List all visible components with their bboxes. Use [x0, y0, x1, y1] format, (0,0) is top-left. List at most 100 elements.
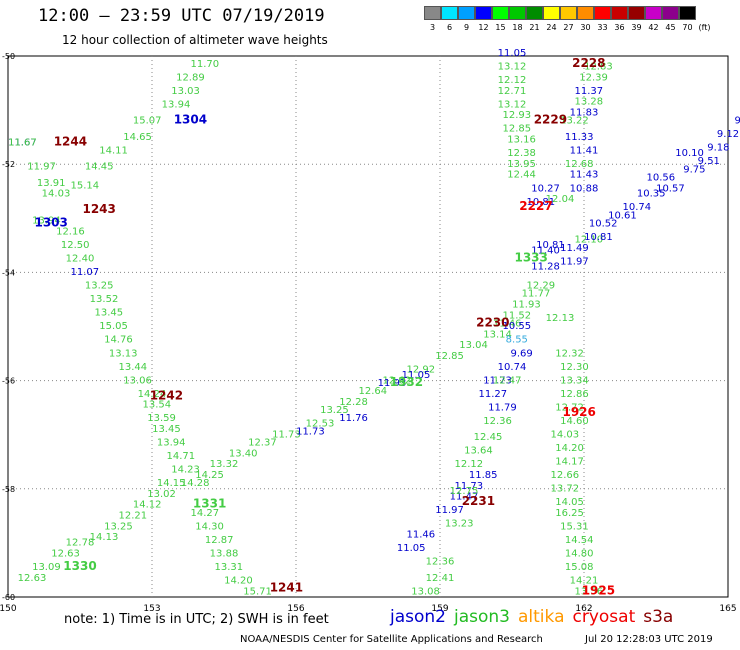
satellite-altika: altika — [518, 607, 565, 627]
swh-value: 11.41 — [570, 145, 599, 156]
swh-value: 13.91 — [37, 178, 66, 189]
swh-value: 11.05 — [402, 370, 431, 381]
swh-value: 13.02 — [147, 489, 176, 500]
swh-value: 14.54 — [565, 535, 594, 546]
lon-tick-153: 153 — [143, 604, 160, 614]
swh-value: 14.21 — [570, 575, 599, 586]
swh-value: 14.03 — [42, 189, 71, 200]
swh-value: 12.36 — [426, 557, 455, 568]
swh-value: 13.59 — [147, 413, 176, 424]
swh-value: 14.80 — [565, 548, 594, 559]
swh-value: 12.13 — [546, 313, 575, 324]
swh-value: 11.07 — [70, 267, 99, 278]
pass-time-1926: 1926 — [562, 405, 595, 419]
pass-time-2227: 2227 — [519, 199, 552, 213]
swh-value: 14.23 — [171, 465, 200, 476]
swh-value: 11.67 — [8, 137, 37, 148]
legend-label-11: 36 — [614, 23, 625, 32]
swh-value: 10.81 — [526, 197, 555, 208]
lon-tick-150: 150 — [0, 604, 17, 614]
pass-time-1925: 1925 — [582, 583, 615, 597]
swh-value: 13.45 — [94, 308, 123, 319]
swh-value: 15.31 — [560, 521, 589, 532]
satellite-jason3: jason3 — [454, 607, 510, 627]
pass-time-1243: 1243 — [82, 202, 115, 216]
legend-label-4: 15 — [495, 23, 506, 32]
swh-value: 11.93 — [512, 300, 541, 311]
swh-value: 15.71 — [243, 586, 272, 597]
swh-value: 9.18 — [707, 143, 729, 154]
swh-value: 10.74 — [498, 362, 527, 373]
swh-value: 12.75 — [450, 486, 479, 497]
swh-value: 13.45 — [152, 424, 181, 435]
swh-value: 11.73 — [454, 481, 483, 492]
swh-value: 14.65 — [123, 132, 152, 143]
swh-value: 13.03 — [171, 86, 200, 97]
swh-value: 11.83 — [570, 108, 599, 119]
swh-value: 13.54 — [142, 400, 171, 411]
pass-time-2231: 2231 — [462, 494, 495, 508]
swh-value: 13.23 — [445, 519, 474, 530]
swh-value: 12.92 — [406, 364, 435, 375]
legend-label-2: 9 — [463, 23, 470, 32]
legend-label-15: 70 — [682, 23, 693, 32]
swh-value: 10.55 — [502, 321, 531, 332]
swh-value: 11.28 — [531, 262, 560, 273]
swh-value: 9.69 — [510, 348, 532, 359]
lat-tick-50: -50 — [2, 52, 15, 61]
swh-value: 12.63 — [18, 573, 47, 584]
legend-swatch-3 — [475, 6, 492, 20]
swh-value: 12.16 — [56, 227, 85, 238]
swh-value: 12.72 — [555, 402, 584, 413]
swh-value: 12.78 — [66, 538, 95, 549]
satellite-cryosat: cryosat — [572, 607, 636, 627]
swh-value: 12.47 — [493, 375, 522, 386]
swh-value: 14.28 — [181, 478, 210, 489]
swh-value: 12.32 — [555, 348, 584, 359]
lon-tick-156: 156 — [287, 604, 304, 614]
swh-value: 11.67 — [8, 137, 37, 148]
swh-value: 14.05 — [555, 497, 584, 508]
swh-value: 12.30 — [560, 362, 589, 373]
swh-value: 13.94 — [162, 99, 191, 110]
legend-swatch-11 — [611, 6, 628, 20]
legend-swatches — [424, 6, 713, 20]
swh-value: 14.20 — [555, 443, 584, 454]
swh-value: 11.70 — [190, 59, 219, 70]
swh-value: 13.40 — [229, 448, 258, 459]
swh-value: 14.20 — [224, 575, 253, 586]
swh-value: 13.28 — [574, 97, 603, 108]
swh-value: 13.25 — [85, 281, 114, 292]
swh-value: 12.93 — [502, 110, 531, 121]
legend-swatch-6 — [526, 6, 543, 20]
swh-value: 11.37 — [574, 86, 603, 97]
swh-value: 15.05 — [99, 321, 128, 332]
legend-swatch-14 — [662, 6, 679, 20]
swh-value: 10.56 — [646, 172, 675, 183]
swh-value: 8.55 — [506, 335, 528, 346]
swh-value: 13.32 — [210, 459, 239, 470]
swh-value: 14.27 — [190, 508, 219, 519]
swh-value: 14.30 — [195, 521, 224, 532]
pass-time-1242: 1242 — [150, 389, 183, 403]
footnote: note: 1) Time is in UTC; 2) SWH is in fe… — [64, 612, 329, 627]
swh-value: 12.83 — [584, 62, 613, 73]
swh-value: 11.76 — [339, 413, 368, 424]
legend-label-9: 30 — [580, 23, 591, 32]
lon-tick-162: 162 — [575, 604, 592, 614]
page-title: 12:00 – 23:59 UTC 07/19/2019 — [38, 6, 325, 26]
swh-value: 13.95 — [507, 159, 536, 170]
swh-value: 14.76 — [104, 335, 133, 346]
swh-value: 12.87 — [205, 535, 234, 546]
swh-value: 13.56 — [574, 586, 603, 597]
pass-time-1333: 1333 — [514, 251, 547, 265]
swh-value: 9.75 — [683, 164, 705, 175]
swh-value: 12.85 — [502, 124, 531, 135]
swh-value: 10.88 — [570, 183, 599, 194]
swh-value: 12.89 — [176, 72, 205, 83]
legend-label-3: 12 — [478, 23, 489, 32]
swh-value: 10.35 — [637, 189, 666, 200]
legend-swatch-1 — [441, 6, 458, 20]
swh-value: 12.62 — [382, 375, 411, 386]
